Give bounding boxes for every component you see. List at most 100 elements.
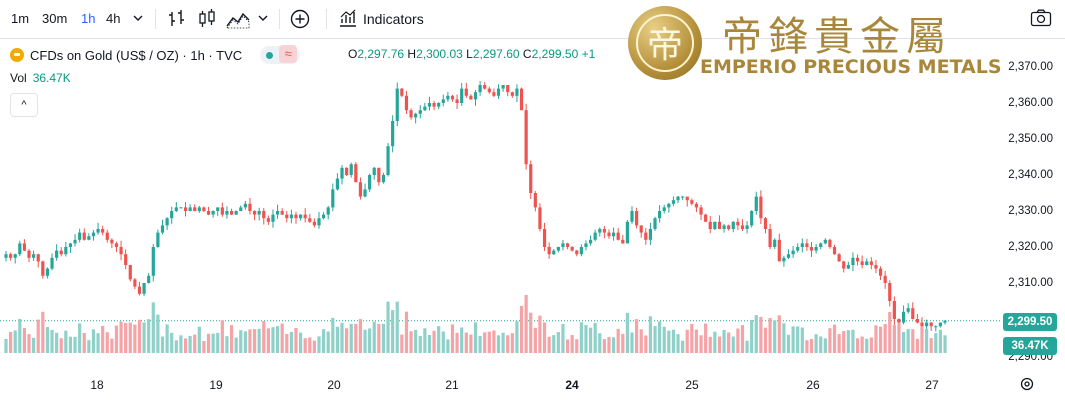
candle-body bbox=[579, 247, 583, 255]
volume-bar bbox=[763, 327, 768, 353]
candle-body bbox=[170, 211, 174, 219]
candle-body bbox=[510, 92, 514, 96]
chevron-down-icon[interactable] bbox=[256, 11, 270, 25]
volume-bar bbox=[851, 329, 855, 353]
candle-body bbox=[73, 239, 77, 244]
volume-bar bbox=[704, 323, 708, 353]
volume-bar bbox=[377, 323, 381, 353]
market-status-pill[interactable]: ≈ bbox=[260, 45, 301, 64]
time-axis-label: 20 bbox=[327, 378, 341, 392]
candle-body bbox=[501, 85, 505, 89]
candle-body bbox=[36, 254, 40, 262]
toolbar-divider bbox=[326, 9, 327, 29]
candle-body bbox=[165, 218, 169, 226]
candle-body bbox=[91, 232, 96, 237]
candle-body bbox=[317, 218, 321, 226]
open-value: 2,297.76 bbox=[357, 47, 405, 61]
candle-body bbox=[289, 214, 293, 219]
candle-body bbox=[561, 243, 565, 247]
volume-bar bbox=[791, 326, 795, 353]
time-axis-label: 25 bbox=[685, 378, 699, 392]
volume-bar bbox=[611, 337, 616, 353]
volume-bar bbox=[644, 335, 648, 353]
timeframe-1h[interactable]: 1h bbox=[81, 11, 96, 26]
candle-body bbox=[846, 265, 850, 269]
volume-bar bbox=[731, 336, 735, 353]
volume-bar bbox=[298, 332, 303, 353]
price-axis-label: 2,340.00 bbox=[1008, 169, 1053, 181]
price-chart[interactable] bbox=[0, 70, 1000, 370]
emperio-emblem-logo: 帝 bbox=[628, 6, 702, 80]
candle-body bbox=[492, 92, 496, 96]
candle-body bbox=[248, 203, 252, 211]
candle-body bbox=[87, 236, 91, 240]
candle-body bbox=[156, 232, 160, 247]
candle-body bbox=[662, 207, 666, 211]
volume-bar bbox=[414, 329, 418, 353]
candle-body bbox=[377, 167, 381, 183]
candle-body bbox=[381, 175, 386, 183]
volume-bar bbox=[101, 325, 105, 353]
volume-bar bbox=[114, 325, 119, 353]
low-value: 2,297.60 bbox=[472, 47, 520, 61]
time-axis-label: 26 bbox=[806, 378, 820, 392]
volume-bar bbox=[483, 332, 487, 353]
volume-bar bbox=[409, 331, 413, 353]
bar-chart-icon[interactable] bbox=[166, 8, 188, 30]
candle-body bbox=[216, 207, 220, 211]
chevron-down-icon[interactable] bbox=[131, 11, 145, 25]
candle-body bbox=[345, 167, 349, 175]
candle-body bbox=[469, 95, 473, 100]
candle-body bbox=[322, 214, 326, 219]
candle-body bbox=[722, 225, 726, 229]
volume-bar bbox=[924, 328, 929, 353]
candle-body bbox=[625, 221, 629, 244]
volume-bar bbox=[529, 312, 533, 353]
candle-body bbox=[874, 265, 878, 269]
candle-body bbox=[791, 250, 795, 255]
candle-body bbox=[699, 207, 703, 215]
area-chart-icon[interactable] bbox=[225, 8, 251, 30]
volume-bar bbox=[446, 339, 450, 353]
settings-gear-icon[interactable] bbox=[1019, 376, 1035, 392]
volume-bar bbox=[55, 332, 59, 353]
market-open-dot-icon bbox=[266, 52, 274, 59]
candle-body bbox=[938, 322, 942, 327]
candle-body bbox=[464, 88, 468, 96]
volume-bar bbox=[303, 338, 307, 353]
candle-body bbox=[473, 92, 478, 100]
candle-body bbox=[400, 88, 404, 96]
price-axis-label: 2,350.00 bbox=[1008, 133, 1053, 145]
symbol-title[interactable]: CFDs on Gold (US$ / OZ) · 1h · TVC bbox=[30, 47, 243, 63]
candle-body bbox=[96, 229, 100, 233]
collapse-legend-button[interactable]: ^ bbox=[10, 93, 38, 117]
candle-body bbox=[368, 175, 372, 190]
candle-body bbox=[809, 247, 814, 251]
candle-body bbox=[59, 250, 63, 255]
candlestick-icon[interactable] bbox=[196, 8, 218, 30]
volume-bar bbox=[621, 333, 625, 353]
timeframe-4h[interactable]: 4h bbox=[106, 11, 121, 26]
volume-bar bbox=[193, 334, 197, 353]
volume-bar bbox=[713, 331, 717, 353]
indicators-button[interactable]: Indicators bbox=[363, 11, 424, 27]
candle-body bbox=[45, 268, 50, 276]
time-axis-label: 24 bbox=[565, 378, 579, 392]
camera-icon[interactable] bbox=[1030, 9, 1052, 27]
add-circle-icon[interactable] bbox=[289, 8, 311, 30]
timeframe-30m[interactable]: 30m bbox=[42, 11, 68, 26]
volume-bar bbox=[662, 326, 666, 353]
last-volume-tag: 36.47K bbox=[1003, 337, 1057, 355]
timeframe-1m[interactable]: 1m bbox=[11, 11, 30, 26]
symbol-legend: CFDs on Gold (US$ / OZ) · 1h · TVC ≈ bbox=[10, 45, 301, 64]
candle-body bbox=[869, 261, 873, 265]
candle-body bbox=[225, 211, 229, 215]
volume-bar bbox=[832, 324, 837, 353]
candle-body bbox=[358, 182, 363, 197]
candle-body bbox=[183, 207, 188, 211]
candle-body bbox=[386, 146, 390, 175]
candle-body bbox=[759, 196, 763, 219]
volume-bar bbox=[800, 327, 804, 353]
volume-bar bbox=[124, 323, 128, 353]
indicators-icon[interactable] bbox=[337, 8, 359, 30]
